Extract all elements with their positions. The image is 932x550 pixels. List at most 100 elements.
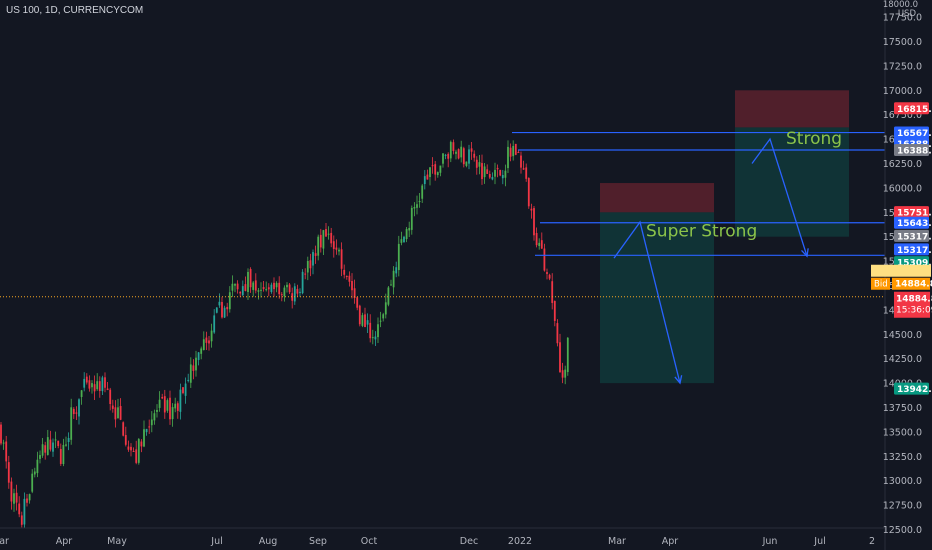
candle (559, 333, 561, 373)
candle (192, 359, 195, 380)
candle-body (20, 515, 23, 525)
price-label-box (894, 126, 929, 139)
annotation-text[interactable]: Super Strong (646, 222, 757, 242)
candle (247, 268, 249, 300)
time-tick-label: Oct (361, 536, 378, 547)
candle-body (314, 253, 317, 256)
candle-body (390, 284, 392, 286)
price-label-text: 15309.3 (897, 259, 932, 269)
candle-body (535, 232, 538, 246)
candle-body (44, 445, 47, 453)
candle (410, 205, 413, 235)
candle-body (88, 380, 91, 389)
candle (93, 375, 96, 401)
candle (106, 381, 109, 391)
candle (538, 238, 541, 250)
candle (382, 312, 385, 322)
candle-body (309, 260, 312, 269)
candle (231, 275, 234, 297)
candle (28, 493, 31, 504)
candle (41, 438, 44, 458)
candle-body (304, 273, 307, 275)
candle-body (93, 384, 96, 392)
candle-body (31, 473, 34, 492)
candle-body (322, 230, 325, 249)
candle (140, 439, 143, 453)
candle (395, 261, 398, 278)
candle (499, 169, 502, 177)
annotation-text[interactable]: Strong (786, 129, 842, 149)
candle (265, 281, 268, 292)
price-tick-label: 13250.0 (883, 452, 922, 463)
candle (270, 282, 273, 294)
candle (226, 302, 229, 317)
candle (5, 435, 8, 469)
price-tick-label: 13000.0 (883, 476, 922, 487)
candle (80, 390, 83, 405)
risk-zone (600, 183, 714, 213)
candle (184, 377, 187, 404)
candle (101, 375, 104, 396)
candle-body (39, 455, 41, 459)
candle (327, 226, 330, 240)
price-label-box (894, 143, 929, 156)
price-label-box (894, 382, 929, 395)
candle (221, 297, 223, 319)
price-tick-label: 13750.0 (883, 403, 922, 414)
candle-body (395, 267, 398, 274)
time-tick-label: Jul (813, 536, 825, 547)
arrow-path[interactable] (751, 137, 808, 257)
candle (49, 430, 52, 452)
candle (174, 397, 177, 413)
candle (210, 323, 213, 348)
candle-body (210, 330, 213, 342)
candle-body (96, 381, 99, 390)
candle (413, 202, 416, 217)
candle-body (429, 167, 431, 178)
candle-body (371, 337, 374, 339)
arrow-head (801, 248, 809, 258)
candle (54, 431, 57, 449)
candle-body (397, 243, 400, 271)
candle-body (2, 442, 5, 444)
candle (208, 336, 210, 351)
candle-body (215, 307, 218, 313)
risk-zone (735, 90, 849, 128)
candle-body (540, 240, 543, 249)
candle-body (72, 408, 75, 415)
candle (228, 286, 231, 313)
candle-body (137, 439, 140, 463)
candle (379, 311, 382, 328)
candle (62, 438, 65, 467)
time-axis[interactable]: Mar Apr May Jul Aug Sep Oct Dec 2022 Mar Apr Jun Jul… (0, 536, 875, 547)
candle (387, 285, 390, 307)
candle (465, 161, 468, 168)
candle-body (200, 348, 203, 354)
time-tick-label: Mar (0, 536, 9, 547)
ask-box (871, 264, 931, 277)
candle (163, 389, 166, 419)
candle-body (548, 274, 551, 279)
candle-body (239, 291, 242, 294)
candle (470, 142, 473, 160)
candle-body (408, 228, 411, 231)
candle-body (75, 412, 78, 414)
candle-body (46, 437, 49, 455)
candle-body (158, 399, 161, 408)
arrow-path[interactable] (613, 220, 681, 384)
candle-body (392, 270, 395, 288)
candle (431, 157, 434, 174)
candle-body (551, 281, 554, 303)
candle-body (28, 494, 31, 501)
candle (182, 387, 184, 395)
candle-body (231, 283, 234, 291)
plot-area[interactable]: Super Strong Strong (0, 90, 885, 532)
candle (436, 171, 439, 178)
candle-body (36, 459, 39, 474)
candle (202, 331, 205, 351)
candle-body (382, 314, 385, 319)
candle (548, 273, 551, 281)
price-tick-label: 12750.0 (883, 501, 922, 512)
candle (504, 164, 507, 187)
